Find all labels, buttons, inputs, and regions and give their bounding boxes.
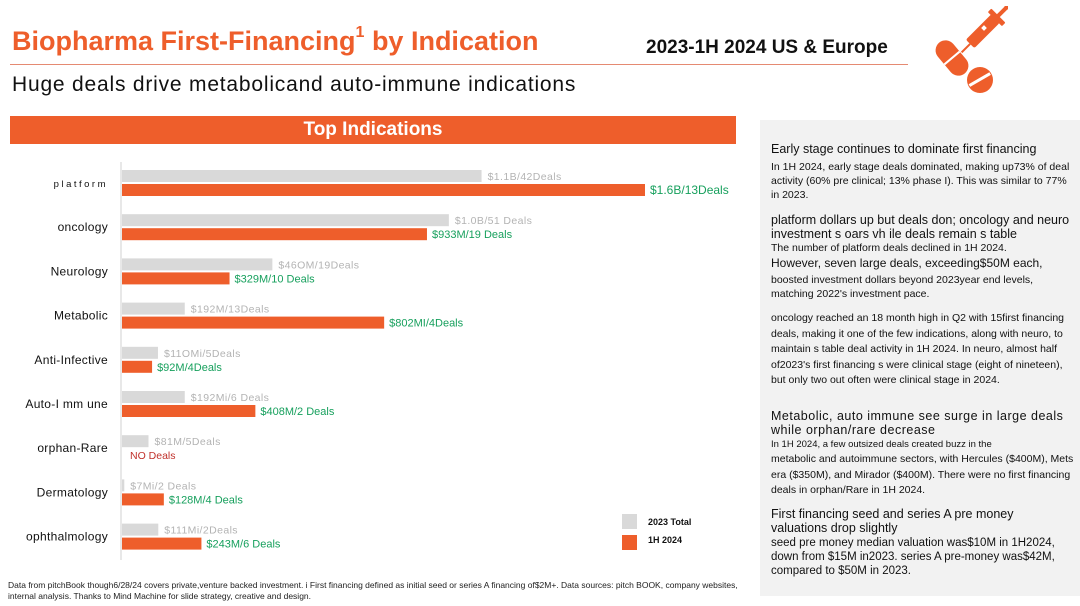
data-label-2023: $11OMi/5Deals <box>164 348 241 360</box>
category-label: Auto-I mm une <box>25 397 108 411</box>
chart-legend: 2023 Total 1H 2024 <box>622 514 691 550</box>
bar-1h2024 <box>122 360 153 373</box>
page-subtitle: Huge deals drive metabolicand auto-immun… <box>12 73 577 96</box>
panel-text-platform-2: However, seven large deals, exceeding$50… <box>771 256 1043 270</box>
title-main: Biopharma First-Financing <box>12 26 356 56</box>
data-label-2023: $1.0B/51 Deals <box>455 215 532 227</box>
category-label: Neurology <box>51 264 108 278</box>
panel-text-metabolic-2: metabolic and autoimmune sectors, with H… <box>771 453 1074 496</box>
category-label: Dermatology <box>37 485 108 499</box>
bar-2023 <box>122 258 273 271</box>
title-suffix: by Indication <box>364 26 539 56</box>
data-label-1h2024: $408M/2 Deals <box>260 406 334 418</box>
panel-text-oncology: oncology reached an 18 month high in Q2 … <box>771 312 1065 386</box>
source-footnote: Data from pitchBook though6/28/24 covers… <box>8 580 738 601</box>
data-label-1h2024: $933M/19 Deals <box>432 229 513 241</box>
category-label: platform <box>54 179 108 190</box>
data-label-1h2024: $92M/4Deals <box>157 362 222 374</box>
commentary-panel <box>760 120 1080 596</box>
bar-2023 <box>122 523 159 536</box>
panel-heading-early-stage: Early stage continues to dominate first … <box>771 142 1037 156</box>
bar-2023 <box>122 170 482 182</box>
category-label: ophthalmology <box>26 530 108 544</box>
panel-heading-platform: platform dollars up but deals don; oncol… <box>771 213 1070 241</box>
chart-title: Top Indications <box>303 119 443 140</box>
panel-heading-metabolic: Metabolic, auto immune see surge in larg… <box>771 409 1064 437</box>
bar-2023 <box>122 214 449 227</box>
bar-1h2024 <box>122 316 385 329</box>
bar-2023 <box>122 479 125 492</box>
data-label-1h2024: $128M/4 Deals <box>169 494 243 506</box>
panel-text-valuations: seed pre money median valuation was$10M … <box>771 537 1055 577</box>
category-label: Metabolic <box>54 309 108 323</box>
data-label-1h2024: $1.6B/13Deals <box>650 183 729 197</box>
panel-text-metabolic-1: In 1H 2024, a few outsized deals created… <box>771 439 992 450</box>
category-label: orphan-Rare <box>37 441 108 455</box>
legend-swatch-1h2024 <box>622 535 637 550</box>
title-divider <box>10 64 908 65</box>
bar-1h2024 <box>122 405 256 417</box>
bar-1h2024 <box>122 493 164 506</box>
panel-heading-valuations: First financing seed and series A pre mo… <box>771 507 1014 535</box>
data-label-2023: $1.1B/42Deals <box>488 171 562 183</box>
data-label-1h2024: $802MI/4Deals <box>389 318 463 330</box>
bar-2023 <box>122 435 149 448</box>
bar-2023 <box>122 346 158 359</box>
panel-text-platform-3: boosted investment dollars beyond 2023ye… <box>771 274 1034 300</box>
bar-1h2024 <box>122 272 230 285</box>
data-label-2023: $7Mi/2 Deals <box>130 480 196 492</box>
indication-bar-chart: platform $1.1B/42Deals $1.6B/13Deals oncolo… <box>25 162 729 560</box>
bar-2023 <box>122 391 185 403</box>
bars-group: platform $1.1B/42Deals $1.6B/13Deals oncolo… <box>25 170 729 551</box>
bar-2023 <box>122 302 185 315</box>
legend-label-2023: 2023 Total <box>648 517 691 527</box>
category-label: Anti-Infective <box>34 353 108 367</box>
chart-title-banner <box>10 116 736 144</box>
panel-text-early-stage: In 1H 2024, early stage deals dominated,… <box>771 161 1070 201</box>
data-label-2023: $81M/5Deals <box>154 436 220 448</box>
legend-label-1h2024: 1H 2024 <box>648 535 682 545</box>
data-label-1h2024: $329M/10 Deals <box>235 273 316 285</box>
panel-text-platform-1: The number of platform deals declined in… <box>771 242 1007 254</box>
legend-swatch-2023 <box>622 514 637 529</box>
title-footnote-marker: 1 <box>355 24 365 41</box>
bar-1h2024 <box>122 228 427 241</box>
data-label-1h2024: NO Deals <box>130 450 176 462</box>
bar-1h2024 <box>122 537 202 550</box>
data-label-2023: $111Mi/2Deals <box>164 525 238 537</box>
data-label-2023: $192M/13Deals <box>191 304 270 316</box>
data-label-2023: $46OM/19Deals <box>278 259 359 271</box>
data-label-1h2024: $243M/6 Deals <box>206 539 280 551</box>
pharma-pills-syringe-icon <box>935 6 1008 93</box>
category-label: oncology <box>58 220 108 234</box>
page-title: Biopharma First-Financing1 by Indication <box>12 24 539 57</box>
bar-1h2024 <box>122 184 645 196</box>
period-label: 2023-1H 2024 US & Europe <box>646 37 888 58</box>
data-label-2023: $192Mi/6 Deals <box>191 392 270 404</box>
